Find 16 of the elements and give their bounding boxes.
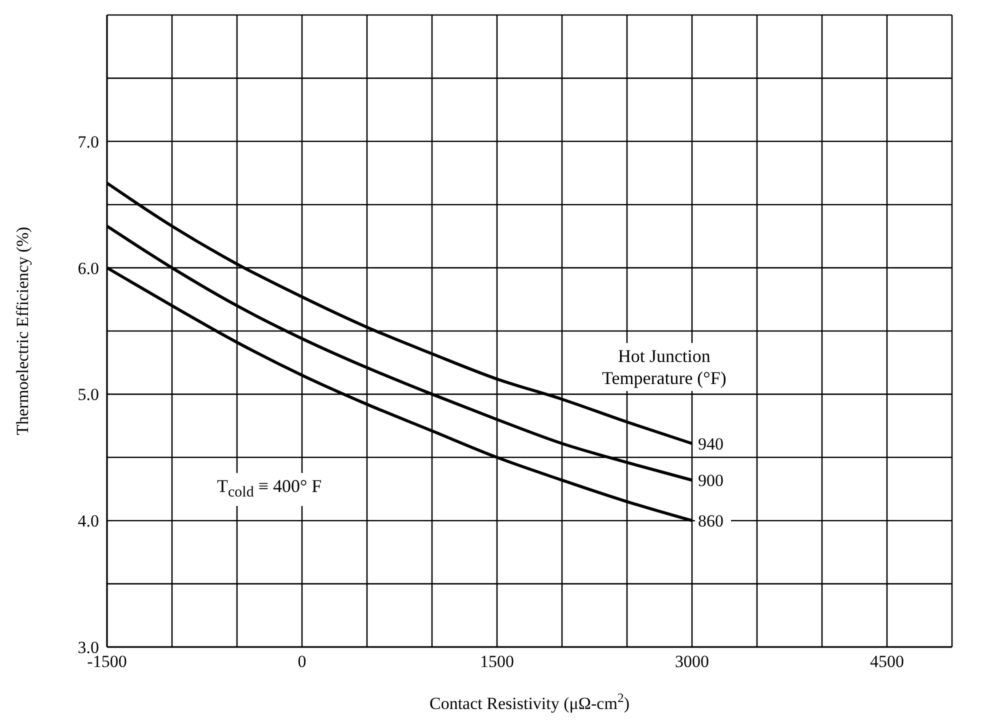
y-axis-title: Thermoelectric Efficiency (%) xyxy=(13,226,32,436)
x-tick-label: 1500 xyxy=(480,652,514,672)
x-tick-label: 4500 xyxy=(870,652,904,672)
x-tick-label: -1500 xyxy=(87,652,127,672)
y-tick-label: 5.0 xyxy=(78,385,99,404)
y-tick-label: 6.0 xyxy=(78,258,99,278)
series-label: 900 xyxy=(698,471,724,490)
x-axis-title: Contact Resistivity (μΩ-cm$^{2}$) xyxy=(430,691,630,713)
series-label: 860 xyxy=(698,512,724,531)
annotation: Hot Junction Temperature (°F) xyxy=(598,343,730,391)
x-tick-label: 0 xyxy=(298,652,306,672)
y-tick-label: 4.0 xyxy=(78,512,99,531)
annotation: T$_{cold}$ ≡ 400° F xyxy=(213,473,326,506)
series-label: 940 xyxy=(698,434,724,454)
x-tick-label: 3000 xyxy=(675,652,709,672)
y-tick-label: 7.0 xyxy=(78,132,99,152)
